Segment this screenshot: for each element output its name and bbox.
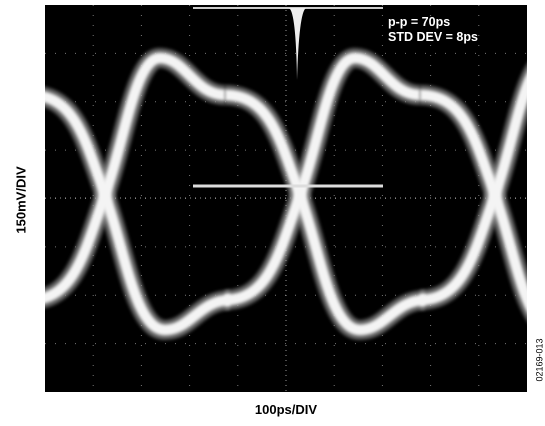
y-axis-label: 150mV/DIV: [13, 166, 28, 234]
trace: [419, 89, 527, 313]
trace: [224, 89, 426, 336]
trace: [419, 72, 527, 306]
jitter-histogram: [289, 8, 306, 80]
eye-traces: [45, 47, 527, 341]
figure-code: 02169-013: [534, 338, 544, 381]
annotation: STD DEV = 8ps: [388, 30, 478, 44]
x-axis-label: 100ps/DIV: [255, 402, 317, 417]
trace: [45, 91, 231, 336]
trace: [45, 52, 226, 304]
trace: [224, 52, 421, 306]
annotation: p-p = 70ps: [388, 15, 450, 29]
